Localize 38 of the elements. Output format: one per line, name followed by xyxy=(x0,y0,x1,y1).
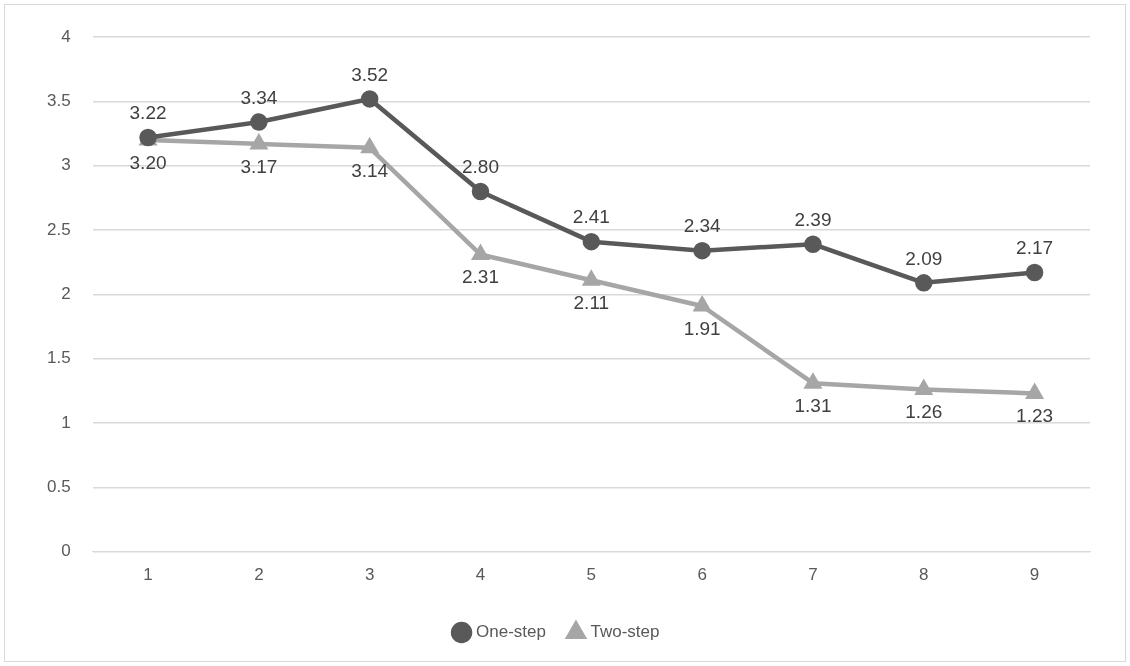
y-tick-label: 4 xyxy=(61,26,71,46)
data-label: 1.23 xyxy=(1016,405,1054,427)
x-tick-label: 5 xyxy=(586,565,597,585)
y-tick-label: 0.5 xyxy=(46,476,71,496)
x-tick-label: 2 xyxy=(254,565,264,585)
x-tick-label: 9 xyxy=(1029,565,1040,585)
data-label: 2.11 xyxy=(573,291,610,313)
legend-label: Two-step xyxy=(590,622,660,642)
data-label: 2.09 xyxy=(905,247,943,269)
legend-label: One-step xyxy=(476,622,546,642)
y-tick-label: 0 xyxy=(61,541,71,561)
x-tick-label: 4 xyxy=(475,565,486,585)
x-tick-label: 7 xyxy=(808,565,818,585)
data-label: 2.31 xyxy=(462,266,499,288)
data-label: 3.14 xyxy=(351,159,389,181)
data-label: 3.52 xyxy=(351,63,389,85)
data-label: 3.17 xyxy=(240,155,278,177)
x-tick-label: 8 xyxy=(919,565,929,585)
data-label: 1.26 xyxy=(905,401,943,423)
data-label: 3.34 xyxy=(240,86,278,108)
data-label: 1.31 xyxy=(794,394,832,416)
data-label: 3.20 xyxy=(129,151,167,173)
y-tick-label: 1 xyxy=(61,412,71,432)
y-tick-label: 1.5 xyxy=(46,348,71,368)
data-label: 3.22 xyxy=(129,102,167,124)
data-label: 2.80 xyxy=(462,156,499,178)
data-label: 2.39 xyxy=(794,208,832,230)
data-label: 2.41 xyxy=(572,206,610,228)
y-tick-label: 2 xyxy=(61,284,71,304)
y-tick-label: 3 xyxy=(61,155,71,175)
y-tick-label: 3.5 xyxy=(46,91,71,111)
x-tick-label: 6 xyxy=(697,565,707,585)
x-tick-label: 1 xyxy=(143,565,153,585)
data-label: 2.17 xyxy=(1016,237,1054,259)
data-label: 2.34 xyxy=(683,215,722,237)
y-tick-label: 2.5 xyxy=(46,219,71,239)
data-label: 1.91 xyxy=(683,317,721,339)
x-tick-label: 3 xyxy=(364,565,375,585)
